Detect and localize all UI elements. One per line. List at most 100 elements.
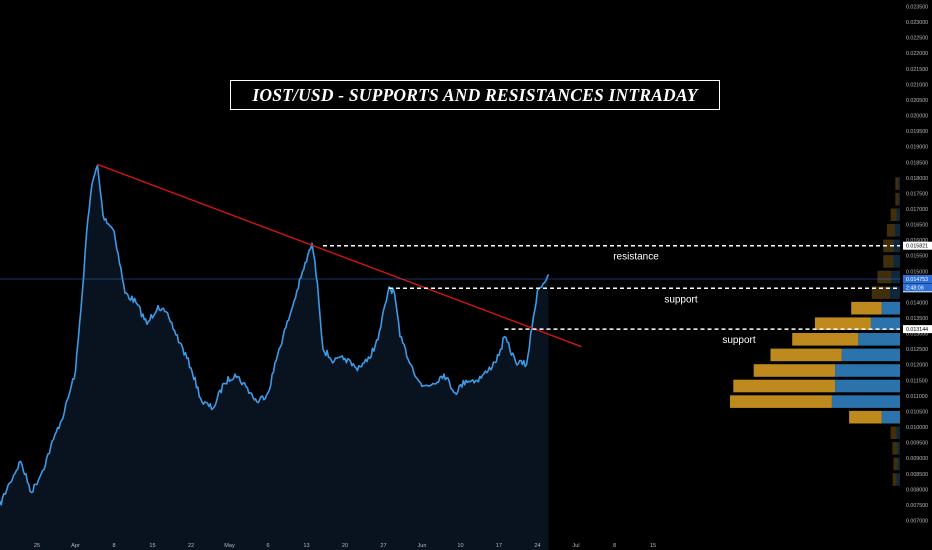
- volume-profile: [730, 177, 900, 486]
- volume-bar-up: [792, 333, 859, 346]
- volume-bar-down: [870, 317, 900, 330]
- level-label: resistance: [613, 252, 659, 263]
- x-tick-label: Jul: [572, 543, 579, 549]
- volume-bar-down: [898, 192, 900, 206]
- y-tick-label: 0.021000: [906, 82, 928, 88]
- y-tick-label: 0.010500: [906, 409, 928, 415]
- volume-bar-down: [858, 333, 900, 346]
- y-tick-label: 0.013000: [906, 332, 928, 338]
- level-label: support: [664, 294, 698, 305]
- volume-bar-up: [730, 395, 832, 408]
- x-tick-label: 20: [342, 543, 348, 549]
- x-tick-label: 24: [534, 543, 540, 549]
- level-price-tag: 0.015821: [906, 244, 928, 250]
- y-tick-label: 0.013500: [906, 316, 928, 322]
- countdown-tag-bg: [903, 283, 932, 292]
- x-tick-label: Apr: [71, 543, 80, 549]
- y-tick-label: 0.008500: [906, 472, 928, 478]
- price-axis: 0.023500 0.023000 0.022500 0.022000 0.021500…: [903, 5, 932, 525]
- volume-bar-down: [841, 348, 900, 362]
- chart-title-text: IOST/USD - SUPPORTS AND RESISTANCES INTR…: [252, 84, 698, 105]
- y-tick-label: 0.017000: [906, 207, 928, 213]
- current-price-tag-bg: [903, 274, 932, 283]
- volume-bar-up: [892, 442, 898, 455]
- x-tick-label: 8: [112, 543, 115, 549]
- x-tick-label: 8: [613, 543, 616, 549]
- volume-bar-up: [895, 192, 899, 206]
- countdown-tag: 2:48:08: [906, 285, 924, 291]
- volume-bar-down: [881, 410, 900, 424]
- volume-bar-down: [896, 208, 900, 221]
- volume-bar-down: [890, 286, 900, 299]
- volume-bar-up: [753, 364, 836, 377]
- y-tick-label: 0.009500: [906, 441, 928, 447]
- volume-bar-down: [897, 442, 900, 455]
- y-tick-label: 0.011000: [906, 394, 928, 400]
- y-tick-label: 0.019000: [906, 145, 928, 151]
- level-label: support: [722, 335, 756, 346]
- price-series: [0, 164, 550, 506]
- volume-bar-up: [895, 177, 899, 190]
- y-tick-label: 0.011500: [906, 378, 928, 384]
- x-tick-label: 25: [34, 543, 40, 549]
- volume-bar-up: [851, 301, 882, 315]
- x-tick-label: 15: [650, 543, 656, 549]
- y-tick-label: 0.022500: [906, 36, 928, 42]
- x-tick-label: 10: [457, 543, 463, 549]
- chart-title: IOST/USD - SUPPORTS AND RESISTANCES INTR…: [230, 80, 720, 110]
- y-tick-label: 0.020000: [906, 114, 928, 120]
- x-tick-label: 6: [266, 543, 269, 549]
- volume-bar-down: [896, 426, 900, 440]
- volume-bar-up: [770, 348, 842, 362]
- volume-bar-up: [814, 317, 871, 330]
- volume-bar-down: [897, 457, 900, 471]
- x-tick-label: 13: [303, 543, 309, 549]
- level-price-tag-bg: [903, 325, 932, 334]
- y-tick-label: 0.023000: [906, 20, 928, 26]
- volume-bar-down: [898, 177, 900, 190]
- y-tick-label: 0.010000: [906, 425, 928, 431]
- y-tick-label: 0.014000: [906, 300, 928, 306]
- x-tick-label: 15: [149, 543, 155, 549]
- volume-bar-down: [895, 224, 900, 237]
- volume-bar-up: [883, 255, 894, 268]
- volume-bar-up: [890, 208, 897, 221]
- price-line: [0, 164, 550, 506]
- x-tick-label: Jun: [417, 543, 426, 549]
- y-tick-label: 0.017500: [906, 191, 928, 197]
- trendline-group: [97, 163, 582, 348]
- y-tick-label: 0.018500: [906, 160, 928, 166]
- price-area: [0, 165, 549, 550]
- time-axis: 25 Apr 8 15 22 May 6 13 20 27 Jun 10 17 24 Jul 8 15: [34, 543, 656, 549]
- volume-bar-down: [896, 473, 900, 486]
- volume-bar-down: [891, 270, 900, 284]
- y-tick-label: 0.020500: [906, 98, 928, 104]
- volume-bar-down: [893, 239, 900, 253]
- volume-bar-down: [893, 255, 900, 268]
- current-price-tag: 0.014753: [906, 277, 928, 283]
- trendline: [97, 163, 582, 348]
- y-tick-label: 0.007000: [906, 519, 928, 525]
- volume-bar-up: [877, 270, 892, 284]
- y-tick-label: 0.019500: [906, 129, 928, 135]
- level-price-tag-bg: [903, 241, 932, 250]
- volume-bar-down: [881, 301, 900, 315]
- volume-bar-down: [835, 364, 900, 377]
- volume-bar-up: [849, 410, 882, 424]
- volume-bar-up: [883, 239, 894, 253]
- x-tick-label: May: [224, 543, 235, 549]
- y-tick-label: 0.009000: [906, 456, 928, 462]
- y-tick-label: 0.021500: [906, 67, 928, 73]
- y-tick-label: 0.012500: [906, 347, 928, 353]
- x-tick-label: 17: [496, 543, 502, 549]
- y-tick-label: 0.015500: [906, 254, 928, 260]
- y-tick-label: 0.023500: [906, 5, 928, 11]
- y-tick-label: 0.015000: [906, 269, 928, 275]
- level-price-tag: 0.013144: [906, 327, 928, 333]
- y-tick-label: 0.008000: [906, 487, 928, 493]
- volume-bar-up: [733, 379, 836, 393]
- volume-bar-up: [893, 457, 898, 471]
- volume-bar-up: [890, 426, 897, 440]
- volume-bar-down: [835, 379, 900, 393]
- x-tick-label: 27: [380, 543, 386, 549]
